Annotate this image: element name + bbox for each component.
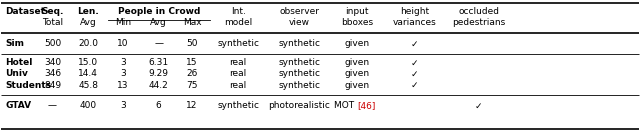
Text: real: real <box>230 80 246 90</box>
Text: real: real <box>230 59 246 68</box>
Text: 15.0: 15.0 <box>78 59 99 68</box>
Text: Dataset: Dataset <box>5 7 45 16</box>
Text: synthetic: synthetic <box>217 101 259 111</box>
Text: [46]: [46] <box>357 101 376 111</box>
Text: photorealistic: photorealistic <box>269 101 330 111</box>
Text: observer: observer <box>280 7 319 16</box>
Text: synthetic: synthetic <box>278 80 321 90</box>
Text: 45.8: 45.8 <box>78 80 99 90</box>
Text: Seq.: Seq. <box>42 7 63 16</box>
Text: Len.: Len. <box>77 7 99 16</box>
Text: variances: variances <box>393 18 436 28</box>
Text: 346: 346 <box>44 70 61 78</box>
Text: 44.2: 44.2 <box>149 80 168 90</box>
Text: 3: 3 <box>120 59 125 68</box>
Text: ✓: ✓ <box>411 70 419 78</box>
Text: GTAV: GTAV <box>5 101 31 111</box>
Text: 500: 500 <box>44 40 61 49</box>
Text: Min: Min <box>115 18 131 28</box>
Text: real: real <box>230 70 246 78</box>
Text: People in Crowd: People in Crowd <box>118 7 200 16</box>
Text: ✓: ✓ <box>411 80 419 90</box>
Text: view: view <box>289 18 310 28</box>
Text: Max: Max <box>182 18 202 28</box>
Text: Total: Total <box>42 18 63 28</box>
Text: Avg: Avg <box>150 18 167 28</box>
Text: ✓: ✓ <box>411 40 419 49</box>
Text: 6: 6 <box>156 101 161 111</box>
Text: 10: 10 <box>117 40 129 49</box>
Text: Int.: Int. <box>230 7 246 16</box>
Text: Univ: Univ <box>5 70 28 78</box>
Text: 3: 3 <box>120 70 125 78</box>
Text: bboxes: bboxes <box>341 18 373 28</box>
Text: pedestrians: pedestrians <box>452 18 506 28</box>
Text: 9.29: 9.29 <box>148 70 169 78</box>
Text: 26: 26 <box>186 70 198 78</box>
Text: 14.4: 14.4 <box>78 70 99 78</box>
Text: Students: Students <box>5 80 51 90</box>
Text: 20.0: 20.0 <box>78 40 99 49</box>
Text: synthetic: synthetic <box>278 40 321 49</box>
Text: 12: 12 <box>186 101 198 111</box>
Text: Hotel: Hotel <box>5 59 33 68</box>
Text: 13: 13 <box>117 80 129 90</box>
Text: ✓: ✓ <box>475 101 483 111</box>
Text: 6.31: 6.31 <box>148 59 169 68</box>
Text: height: height <box>400 7 429 16</box>
Text: —: — <box>154 40 163 49</box>
Text: synthetic: synthetic <box>217 40 259 49</box>
Text: given: given <box>344 59 370 68</box>
Text: Sim: Sim <box>5 40 24 49</box>
Text: model: model <box>224 18 252 28</box>
Text: 340: 340 <box>44 59 61 68</box>
Text: synthetic: synthetic <box>278 70 321 78</box>
Text: 3: 3 <box>120 101 125 111</box>
Text: given: given <box>344 80 370 90</box>
Text: 75: 75 <box>186 80 198 90</box>
Text: given: given <box>344 40 370 49</box>
Text: —: — <box>48 101 57 111</box>
Text: 15: 15 <box>186 59 198 68</box>
Text: MOT: MOT <box>334 101 357 111</box>
Text: 400: 400 <box>80 101 97 111</box>
Text: ✓: ✓ <box>411 59 419 68</box>
Text: input: input <box>346 7 369 16</box>
Text: 849: 849 <box>44 80 61 90</box>
Text: synthetic: synthetic <box>278 59 321 68</box>
Text: occluded: occluded <box>458 7 499 16</box>
Text: given: given <box>344 70 370 78</box>
Text: Avg: Avg <box>80 18 97 28</box>
Text: 50: 50 <box>186 40 198 49</box>
